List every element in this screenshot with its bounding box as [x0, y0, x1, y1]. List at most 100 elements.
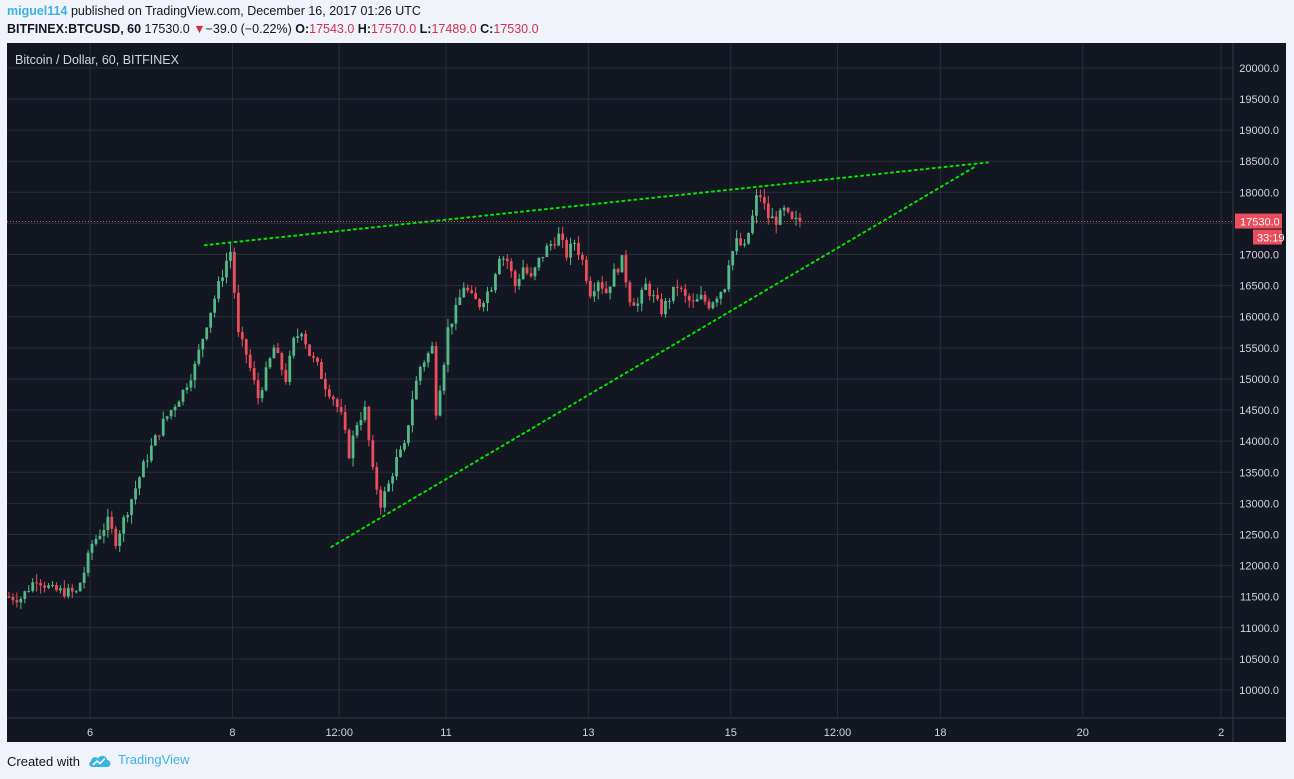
- candle-body: [47, 585, 50, 588]
- candle-body: [272, 347, 276, 359]
- candle-body: [43, 585, 46, 588]
- candle-body: [656, 295, 659, 300]
- candle-body: [90, 543, 94, 553]
- price-tick-label: 15000.0: [1239, 374, 1279, 386]
- candle-body: [323, 378, 327, 390]
- candle-body: [778, 210, 782, 225]
- tradingview-link[interactable]: TradingView: [88, 752, 190, 768]
- candle-body: [541, 256, 545, 258]
- candle-body: [762, 197, 766, 204]
- candle-body: [620, 255, 624, 273]
- candle-body: [600, 282, 604, 289]
- time-tick-label: 12:00: [824, 727, 852, 739]
- candle-body: [94, 538, 98, 544]
- candle-body: [31, 582, 35, 591]
- candle-body: [608, 286, 612, 294]
- candle-body: [102, 530, 106, 536]
- time-tick-label: 20: [1077, 727, 1089, 739]
- candle-body: [7, 596, 11, 598]
- price-tick-label: 11000.0: [1240, 623, 1279, 635]
- price-axis[interactable]: 10000.0 10500.0 11000.0 11500.0 12000.0 12500…: [1239, 63, 1279, 697]
- time-axis[interactable]: 6 8 12:00 11 13 15 12:00 18 20 2: [87, 727, 1224, 739]
- trendline-upper: [203, 161, 989, 247]
- candle-body: [110, 516, 114, 529]
- candle-body: [422, 362, 426, 367]
- candle-body: [462, 287, 466, 298]
- time-tick-label: 13: [582, 727, 594, 739]
- candle-body: [478, 299, 481, 308]
- symbol-label: BITFINEX:BTCUSD, 60: [7, 22, 142, 36]
- price-tick-label: 15500.0: [1239, 343, 1279, 355]
- candle-body: [391, 476, 394, 484]
- candle-body: [715, 298, 719, 303]
- tradingview-brand: TradingView: [118, 752, 190, 767]
- candle-body: [759, 195, 762, 198]
- candle-body: [146, 460, 149, 462]
- price-tick-label: 14000.0: [1239, 436, 1279, 448]
- candle-body: [474, 293, 478, 300]
- candle-body: [482, 303, 485, 308]
- candle-body: [316, 357, 319, 363]
- time-tick-label: 11: [440, 727, 451, 739]
- candle-body: [351, 435, 355, 459]
- candles[interactable]: [7, 189, 802, 610]
- candle-body: [236, 292, 240, 333]
- candle-body: [442, 364, 446, 391]
- candle-body: [414, 380, 418, 400]
- candle-body: [213, 298, 217, 313]
- candle-body: [217, 281, 220, 299]
- candle-body: [189, 380, 193, 388]
- candle-body: [173, 406, 177, 411]
- chart-header: miguel114 published on TradingView.com, …: [0, 0, 1294, 42]
- candle-body: [371, 440, 375, 468]
- trendlines[interactable]: [203, 161, 989, 548]
- candle-body: [596, 282, 600, 292]
- candle-body: [683, 288, 687, 296]
- publish-info: published on TradingView.com, December 1…: [70, 4, 421, 18]
- candle-body: [335, 399, 339, 408]
- candle-body: [691, 300, 695, 302]
- candlestick-chart[interactable]: 10000.0 10500.0 11000.0 11500.0 12000.0 12500…: [7, 43, 1286, 742]
- price-tick-label: 20000.0: [1239, 63, 1279, 75]
- candle-body: [723, 289, 727, 293]
- candle-body: [11, 597, 15, 601]
- candle-body: [312, 355, 315, 358]
- price-badge: 17530.0: [1235, 213, 1282, 229]
- candle-body: [331, 396, 335, 400]
- candle-body: [438, 390, 442, 416]
- price-badge-label: 17530.0: [1240, 217, 1280, 229]
- candle-body: [755, 195, 758, 216]
- price-tick-label: 16500.0: [1239, 281, 1279, 293]
- candle-body: [367, 406, 371, 441]
- candle-body: [244, 339, 248, 355]
- trendline-lower: [330, 165, 977, 548]
- candle-body: [577, 243, 580, 256]
- candle-body: [387, 483, 391, 492]
- last-price: 17530.0: [144, 22, 190, 36]
- candle-body: [149, 445, 153, 461]
- candle-body: [699, 294, 703, 300]
- candle-body: [407, 425, 410, 444]
- candle-body: [138, 477, 141, 489]
- time-tick-label: 2: [1218, 727, 1224, 739]
- price-tick-label: 19000.0: [1239, 125, 1279, 137]
- candle-body: [581, 255, 584, 260]
- price-tick-label: 13500.0: [1239, 467, 1279, 479]
- candle-body: [375, 467, 379, 490]
- candle-body: [672, 286, 675, 301]
- author-link[interactable]: miguel114: [7, 4, 68, 18]
- candle-body: [525, 267, 529, 274]
- candle-body: [521, 267, 525, 280]
- candle-body: [430, 346, 434, 354]
- candle-body: [624, 255, 628, 283]
- candle-body: [418, 366, 422, 381]
- chart-area[interactable]: 10000.0 10500.0 11000.0 11500.0 12000.0 12500…: [7, 43, 1286, 742]
- candle-body: [399, 449, 402, 457]
- chart-title: Bitcoin / Dollar, 60, BITFINEX: [15, 53, 180, 67]
- candle-body: [86, 552, 90, 573]
- candle-body: [229, 251, 232, 261]
- candle-body: [636, 303, 640, 306]
- candle-body: [134, 488, 137, 500]
- candle-body: [517, 279, 521, 287]
- price-tick-label: 17000.0: [1239, 250, 1279, 262]
